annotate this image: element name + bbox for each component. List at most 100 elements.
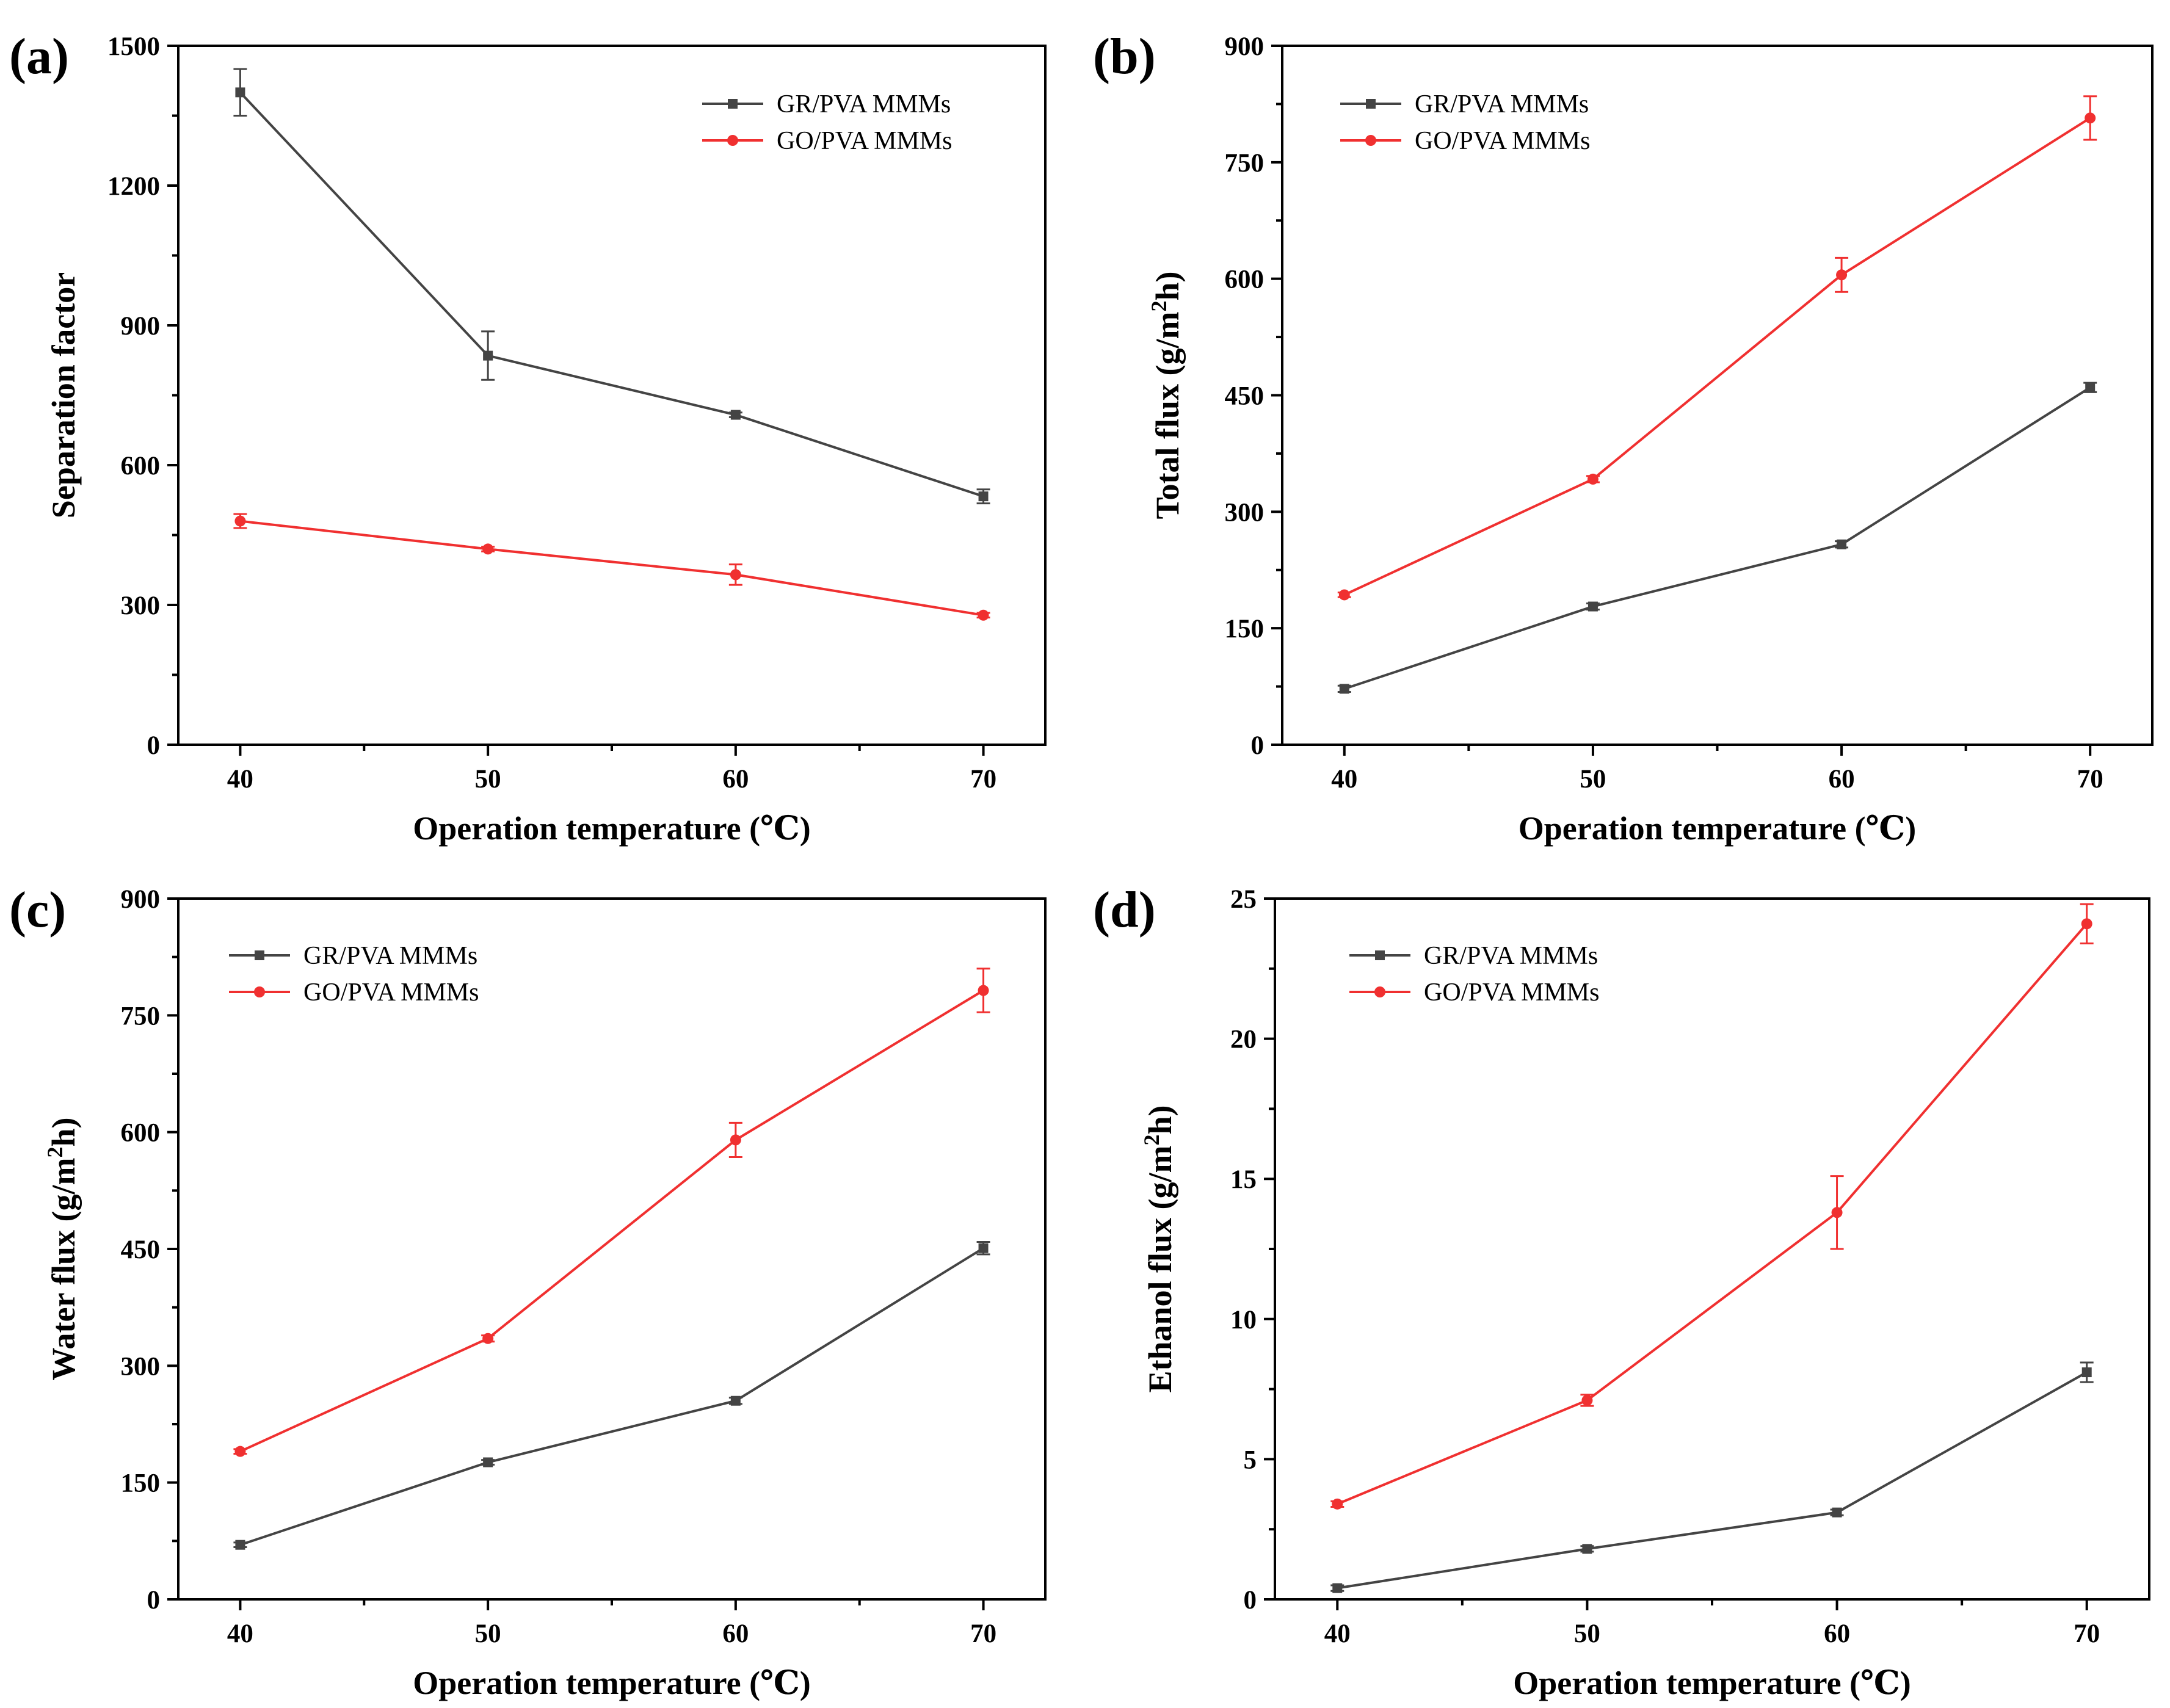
x-tick-label: 40 xyxy=(1331,765,1357,794)
data-point-square xyxy=(1588,601,1598,612)
legend-marker-square xyxy=(1366,99,1376,109)
y-axis-title: Water flux (g/m2h) xyxy=(43,1118,82,1381)
series-go-pva xyxy=(233,513,990,621)
x-tick-label: 50 xyxy=(1574,1619,1600,1648)
chart-panel-1: (a) 0 300 600 900 1200 1500 40 50 60 70 Operation t… xyxy=(9,28,1047,847)
series-line xyxy=(240,519,984,617)
x-tick-label: 50 xyxy=(1580,765,1606,794)
data-point-square xyxy=(730,410,741,420)
y-axis-title: Total flux (g/m2h) xyxy=(1147,271,1186,519)
series-gr-pva xyxy=(233,1241,990,1550)
y-tick-label: 5 xyxy=(1244,1446,1257,1474)
legend-entry: GO/PVA MMMs xyxy=(1349,979,1600,1007)
y-tick-label: 600 xyxy=(121,452,161,480)
x-tick-label: 60 xyxy=(722,1619,749,1648)
y-axis-title: Separation factor xyxy=(45,272,82,518)
chart-panel-4: (d) 0 5 10 15 20 25 40 50 60 70 Operation temperatu… xyxy=(1093,881,2150,1701)
x-axis-title: Operation temperature (℃) xyxy=(413,810,811,847)
y-tick-label: 750 xyxy=(121,1002,161,1030)
y-axis-title-tail: h) xyxy=(1149,271,1186,300)
legend-marker-circle xyxy=(254,986,265,997)
y-tick-label: 750 xyxy=(1225,149,1265,178)
series-line xyxy=(239,989,984,1453)
y-axis-title-main: Ethanol flux (g/m xyxy=(1142,1145,1178,1392)
legend-entry: GR/PVA MMMs xyxy=(702,90,951,118)
y-axis-title-tail: h) xyxy=(1142,1105,1178,1134)
legend-label: GO/PVA MMMs xyxy=(1415,127,1591,155)
y-tick-label: 600 xyxy=(1225,266,1265,294)
data-point-circle xyxy=(482,543,494,555)
legend-marker-circle xyxy=(1374,986,1385,997)
data-point-square xyxy=(483,350,493,361)
y-tick-label: 0 xyxy=(1244,1586,1257,1615)
data-point-circle xyxy=(730,1134,741,1146)
series-go-pva xyxy=(233,968,990,1457)
series-line xyxy=(1337,923,2088,1505)
data-point-circle xyxy=(234,1446,246,1457)
x-axis-title: Operation temperature (℃) xyxy=(413,1665,811,1701)
data-point-circle xyxy=(730,569,741,581)
panel-label: (c) xyxy=(9,881,66,938)
x-tick-label: 50 xyxy=(475,765,501,794)
series-go-pva xyxy=(1330,903,2094,1510)
data-point-circle xyxy=(234,515,246,527)
legend-entry: GR/PVA MMMs xyxy=(229,942,477,970)
y-tick-label: 900 xyxy=(121,312,161,341)
legend-marker-square xyxy=(728,99,738,109)
y-tick-label: 0 xyxy=(147,731,161,760)
data-point-circle xyxy=(2081,918,2092,930)
data-point-square xyxy=(483,1457,493,1467)
data-point-square xyxy=(730,1395,741,1406)
y-tick-label: 0 xyxy=(1251,731,1265,760)
legend-entry: GO/PVA MMMs xyxy=(229,979,479,1007)
data-point-circle xyxy=(1831,1207,1843,1218)
x-tick-label: 40 xyxy=(1324,1619,1351,1648)
series-line xyxy=(239,91,984,498)
y-tick-label: 0 xyxy=(147,1586,161,1615)
y-tick-label: 150 xyxy=(121,1469,161,1498)
y-axis-title-main: Separation factor xyxy=(45,272,82,518)
y-axis-title-tail: h) xyxy=(45,1118,82,1147)
panel-label: (b) xyxy=(1093,28,1156,85)
y-tick-label: 25 xyxy=(1230,885,1257,914)
data-point-square xyxy=(235,1540,245,1550)
y-tick-label: 600 xyxy=(121,1119,161,1148)
data-point-square xyxy=(978,1243,989,1253)
x-axis-title: Operation temperature (℃) xyxy=(1519,810,1917,847)
y-axis-title: Ethanol flux (g/m2h) xyxy=(1139,1105,1178,1392)
panel-label: (d) xyxy=(1093,881,1156,938)
legend-marker-circle xyxy=(727,135,738,146)
y-tick-label: 1200 xyxy=(107,172,160,201)
legend-label: GR/PVA MMMs xyxy=(777,90,951,118)
x-tick-label: 50 xyxy=(475,1619,501,1648)
data-point-square xyxy=(1332,1583,1343,1593)
legend-label: GR/PVA MMMs xyxy=(1415,90,1589,118)
data-point-square xyxy=(2081,1367,2092,1378)
y-tick-label: 150 xyxy=(1225,615,1265,643)
data-point-square xyxy=(1832,1507,1842,1518)
data-point-square xyxy=(978,491,989,502)
y-axis-title-main: Water flux (g/m xyxy=(45,1158,82,1381)
data-point-square xyxy=(1339,684,1349,694)
series-go-pva xyxy=(1337,95,2097,601)
y-tick-label: 1500 xyxy=(107,32,160,61)
legend-entry: GR/PVA MMMs xyxy=(1340,90,1589,118)
data-point-square xyxy=(1582,1544,1592,1554)
series-gr-pva xyxy=(1330,1361,2094,1593)
y-tick-label: 900 xyxy=(1225,32,1265,61)
y-tick-label: 10 xyxy=(1230,1306,1257,1334)
series-gr-pva xyxy=(1337,382,2097,694)
x-tick-label: 60 xyxy=(1824,1619,1850,1648)
y-tick-label: 900 xyxy=(121,885,161,914)
data-point-square xyxy=(2085,382,2096,393)
legend-label: GO/PVA MMMs xyxy=(777,127,953,155)
series-line xyxy=(239,1247,984,1546)
x-tick-label: 40 xyxy=(227,1619,253,1648)
series-gr-pva xyxy=(233,68,990,505)
data-point-circle xyxy=(1338,589,1350,601)
x-tick-label: 40 xyxy=(227,765,253,794)
y-axis-title-superscript: 2 xyxy=(1147,300,1171,311)
legend-entry: GO/PVA MMMs xyxy=(1340,127,1591,155)
data-point-circle xyxy=(978,609,989,621)
y-tick-label: 15 xyxy=(1230,1165,1257,1194)
